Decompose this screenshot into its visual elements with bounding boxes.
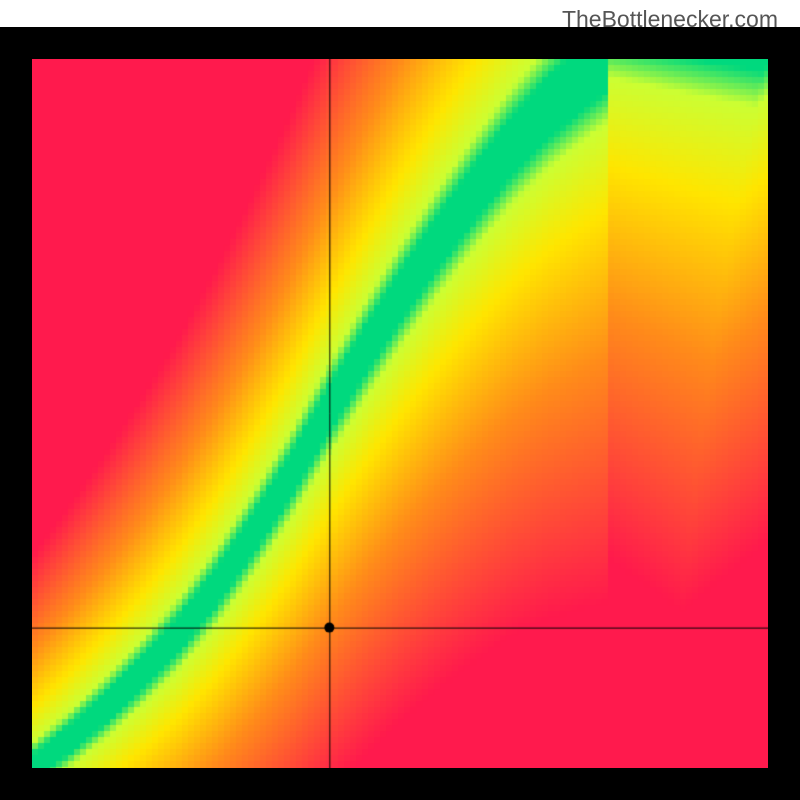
chart-outer-frame xyxy=(0,27,800,800)
bottleneck-heatmap xyxy=(32,59,768,768)
